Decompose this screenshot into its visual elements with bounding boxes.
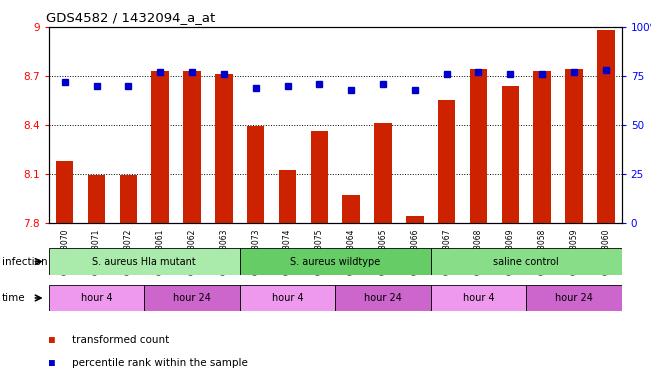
Text: hour 4: hour 4 (271, 293, 303, 303)
Bar (240, 285, 335, 311)
Bar (526, 285, 622, 311)
Bar (597, 30, 615, 223)
Text: ■: ■ (49, 358, 55, 368)
Bar (279, 170, 296, 223)
Bar (240, 248, 431, 275)
Text: infection: infection (2, 257, 48, 266)
Text: S. aureus Hla mutant: S. aureus Hla mutant (92, 257, 196, 266)
Bar (335, 285, 431, 311)
Bar (342, 195, 360, 223)
Bar (431, 285, 526, 311)
Text: hour 4: hour 4 (463, 293, 494, 303)
Text: time: time (2, 293, 25, 303)
Bar (247, 126, 264, 223)
Text: hour 24: hour 24 (364, 293, 402, 303)
Bar (184, 71, 201, 223)
Bar (215, 74, 232, 223)
Text: ■: ■ (49, 335, 55, 345)
Text: GDS4582 / 1432094_a_at: GDS4582 / 1432094_a_at (46, 12, 215, 25)
Text: saline control: saline control (493, 257, 559, 266)
Text: transformed count: transformed count (72, 335, 169, 345)
Bar (152, 71, 169, 223)
Bar (311, 131, 328, 223)
Bar (120, 175, 137, 223)
Bar (49, 248, 240, 275)
Bar (56, 161, 74, 223)
Bar (501, 86, 519, 223)
Text: hour 24: hour 24 (555, 293, 593, 303)
Text: hour 4: hour 4 (81, 293, 113, 303)
Bar (406, 216, 424, 223)
Bar (374, 123, 392, 223)
Bar (438, 100, 456, 223)
Bar (88, 175, 105, 223)
Text: percentile rank within the sample: percentile rank within the sample (72, 358, 247, 368)
Bar (49, 285, 145, 311)
Bar (565, 70, 583, 223)
Bar (470, 70, 487, 223)
Bar (145, 285, 240, 311)
Bar (533, 71, 551, 223)
Text: S. aureus wildtype: S. aureus wildtype (290, 257, 380, 266)
Bar (431, 248, 622, 275)
Text: hour 24: hour 24 (173, 293, 211, 303)
